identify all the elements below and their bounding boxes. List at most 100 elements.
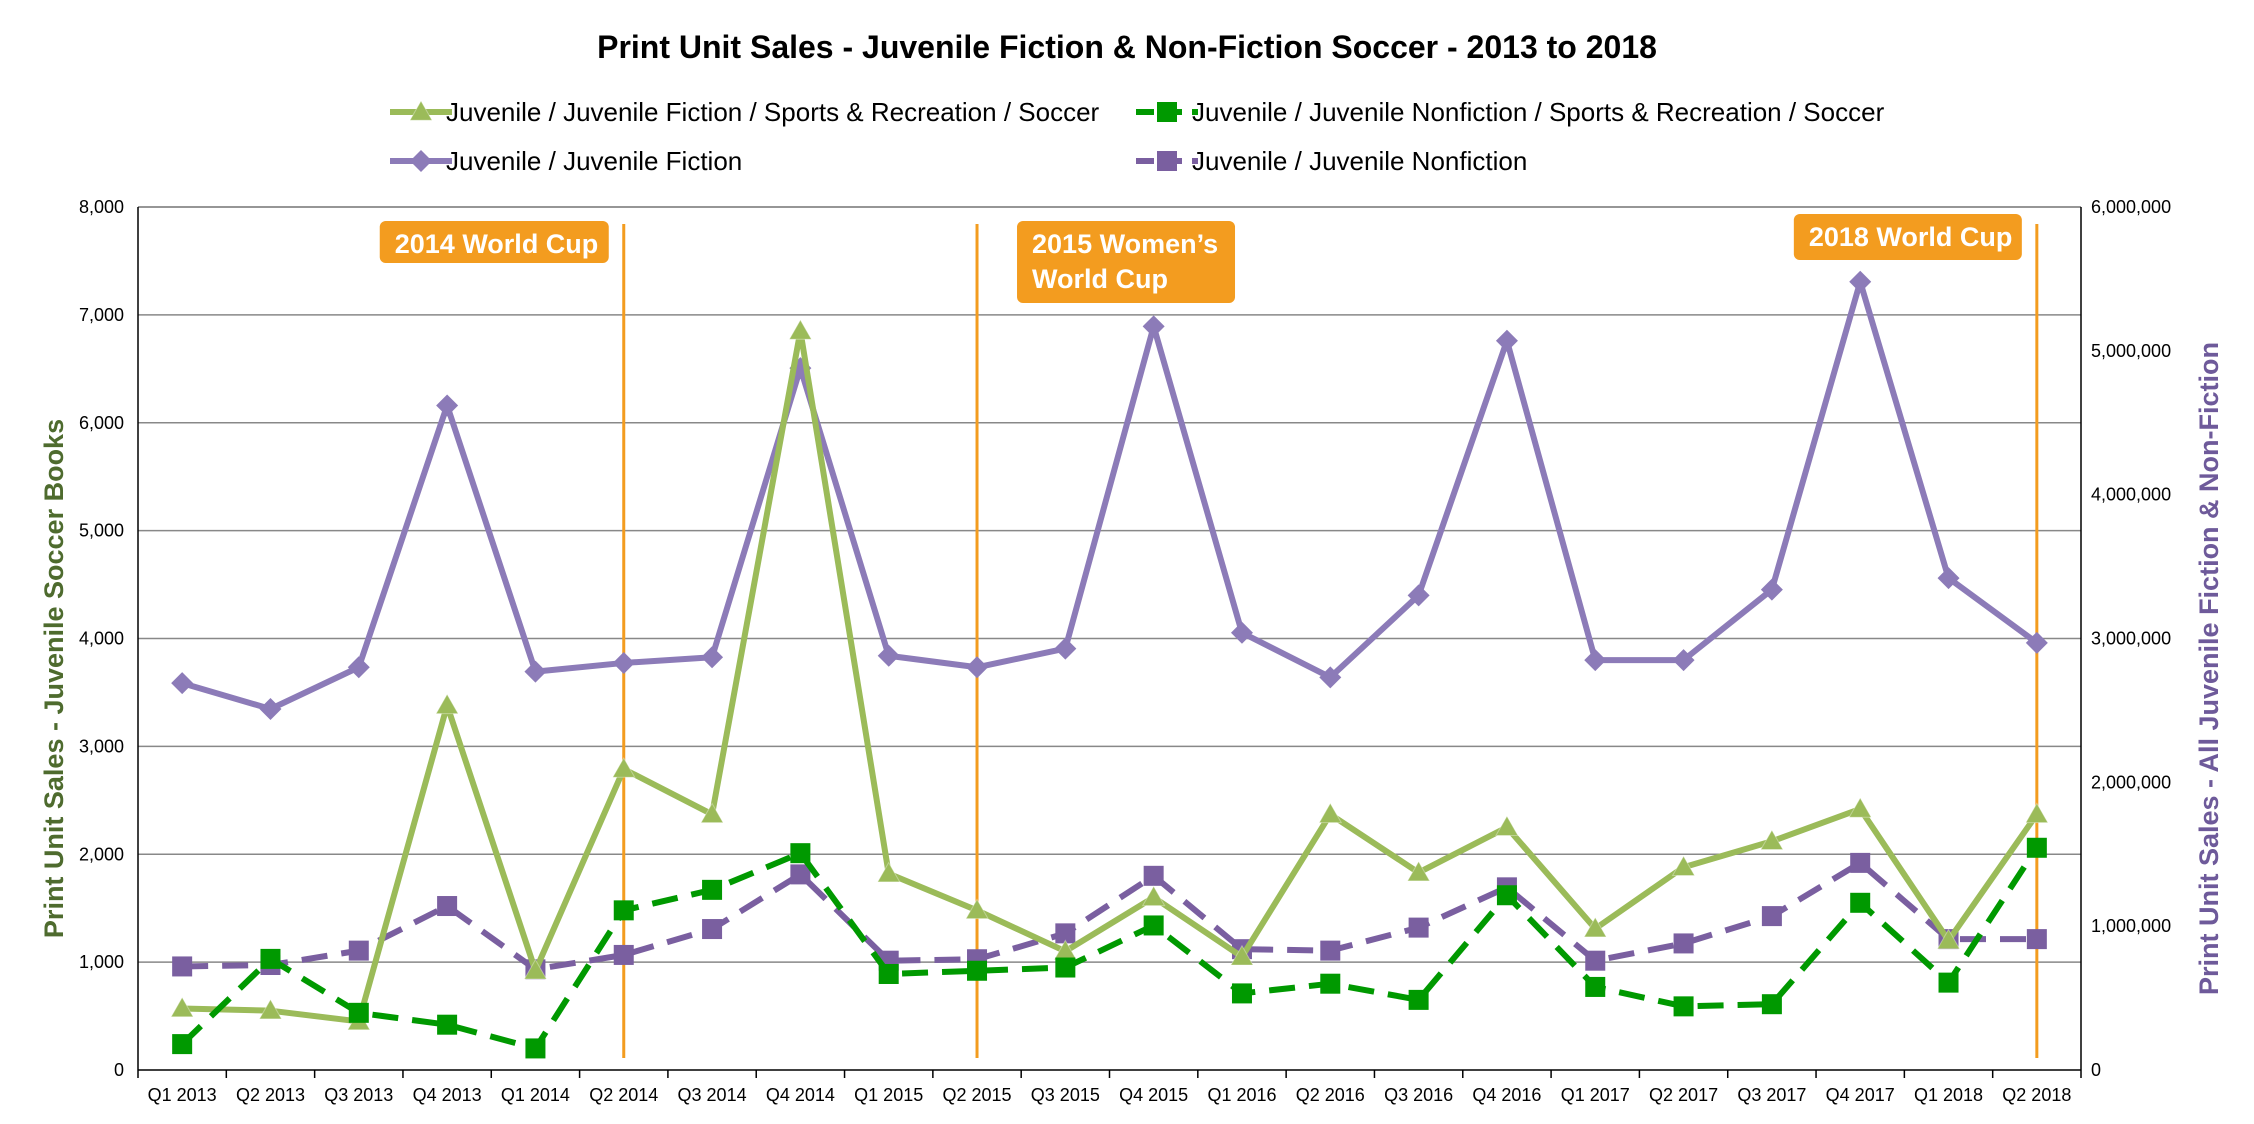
series-line (180, 846, 2040, 1052)
data-point (612, 651, 635, 674)
x-tick-label: Q4 2015 (1119, 1085, 1188, 1105)
data-point (1672, 649, 1695, 672)
data-point (258, 998, 283, 1020)
data-point (1496, 885, 1517, 906)
x-tick-label: Q3 2014 (678, 1085, 747, 1105)
data-point (1761, 906, 1782, 927)
data-point (172, 956, 193, 977)
x-tick-label: Q1 2015 (854, 1085, 923, 1105)
right-tick-label: 6,000,000 (2091, 197, 2171, 217)
data-point (1583, 916, 1608, 938)
x-tick-label: Q1 2018 (1914, 1085, 1983, 1105)
data-point (788, 319, 813, 340)
data-point (2025, 631, 2048, 654)
legend: Juvenile / Juvenile Fiction / Sports & R… (390, 97, 1885, 176)
data-point (1849, 270, 1872, 293)
x-tick-label: Q4 2013 (413, 1085, 482, 1105)
annotation-label: 2018 World Cup (1809, 222, 2013, 252)
x-tick-label: Q1 2014 (501, 1085, 570, 1105)
data-point (613, 944, 634, 965)
x-tick-label: Q3 2013 (324, 1085, 393, 1105)
data-point (1230, 944, 1254, 966)
data-point (524, 660, 547, 683)
data-point (1938, 972, 1959, 993)
legend-item-juvenile-juvenile-nonfiction: Juvenile / Juvenile Nonfiction (1136, 146, 1527, 176)
data-point (348, 940, 369, 961)
data-point (611, 757, 636, 778)
left-tick-label: 3,000 (79, 736, 124, 756)
data-point (1320, 940, 1341, 961)
data-point (436, 394, 459, 417)
data-point (437, 896, 458, 917)
legend-marker (410, 150, 432, 172)
data-point (966, 656, 989, 679)
legend-marker (409, 99, 433, 121)
legend-label: Juvenile / Juvenile Nonfiction / Sports … (1192, 97, 1885, 127)
data-point (1142, 315, 1165, 338)
series-juvenile-juvenile-fiction-sports-recreation-soccer (170, 319, 2049, 1031)
data-point (1320, 973, 1341, 994)
data-point (1318, 802, 1343, 824)
left-tick-label: 4,000 (79, 629, 124, 649)
data-point (1143, 915, 1164, 936)
x-tick-label: Q1 2013 (148, 1085, 217, 1105)
data-point (877, 644, 900, 667)
legend-marker (1157, 102, 1177, 122)
data-point (525, 1038, 546, 1059)
series-layer (170, 270, 2049, 1059)
data-point (347, 656, 370, 679)
series-line (182, 328, 2040, 1025)
data-point (1761, 994, 1782, 1015)
legend-marker (1157, 151, 1177, 171)
data-point (523, 958, 548, 980)
right-tick-label: 3,000,000 (2091, 629, 2171, 649)
data-point (1760, 578, 1783, 601)
left-tick-label: 1,000 (79, 952, 124, 972)
x-tick-label: Q3 2015 (1031, 1085, 1100, 1105)
data-point (790, 843, 811, 864)
annotation-box (1793, 214, 2022, 260)
data-point (702, 879, 723, 900)
series-juvenile-juvenile-fiction (171, 270, 2048, 720)
right-tick-label: 5,000,000 (2091, 341, 2171, 361)
data-point (1407, 584, 1430, 607)
right-tick-label: 4,000,000 (2091, 485, 2171, 505)
x-tick-label: Q2 2016 (1296, 1085, 1365, 1105)
legend-item-juvenile-juvenile-fiction-sports-recreation-soccer: Juvenile / Juvenile Fiction / Sports & R… (390, 97, 1100, 127)
data-point (437, 1014, 458, 1035)
chart-title: Print Unit Sales - Juvenile Fiction & No… (597, 29, 1657, 65)
data-point (172, 1034, 193, 1055)
data-point (1055, 923, 1076, 944)
legend-label: Juvenile / Juvenile Nonfiction (1192, 146, 1527, 176)
left-tick-label: 5,000 (79, 521, 124, 541)
legend-item-juvenile-juvenile-fiction: Juvenile / Juvenile Fiction (390, 146, 742, 176)
x-tick-label: Q4 2016 (1472, 1085, 1541, 1105)
data-point (348, 1002, 369, 1023)
x-tick-label: Q2 2015 (942, 1085, 1011, 1105)
data-point (1673, 996, 1694, 1017)
data-point (1054, 637, 1077, 660)
right-tick-label: 1,000,000 (2091, 916, 2171, 936)
right-tick-label: 0 (2091, 1060, 2101, 1080)
data-point (967, 960, 988, 981)
data-point (878, 963, 899, 984)
data-point (1584, 649, 1607, 672)
data-point (790, 864, 811, 885)
right-axis-label: Print Unit Sales - All Juvenile Fiction … (2194, 342, 2224, 995)
data-point (2026, 929, 2047, 950)
data-point (171, 672, 194, 695)
x-tick-label: Q1 2016 (1207, 1085, 1276, 1105)
data-point (1585, 976, 1606, 997)
left-tick-label: 8,000 (79, 197, 124, 217)
data-point (613, 900, 634, 921)
x-tick-label: Q3 2016 (1384, 1085, 1453, 1105)
annotation-box (379, 221, 609, 263)
data-point (1850, 892, 1871, 913)
data-point (1230, 621, 1253, 644)
axis-layer: 0 1,000 2,000 3,000 4,000 5,000 6,000 7,000 8,00… (79, 197, 2171, 1105)
data-point (702, 919, 723, 940)
series-line (181, 278, 2039, 712)
data-point (1848, 796, 1873, 818)
grid-layer (138, 206, 2081, 963)
